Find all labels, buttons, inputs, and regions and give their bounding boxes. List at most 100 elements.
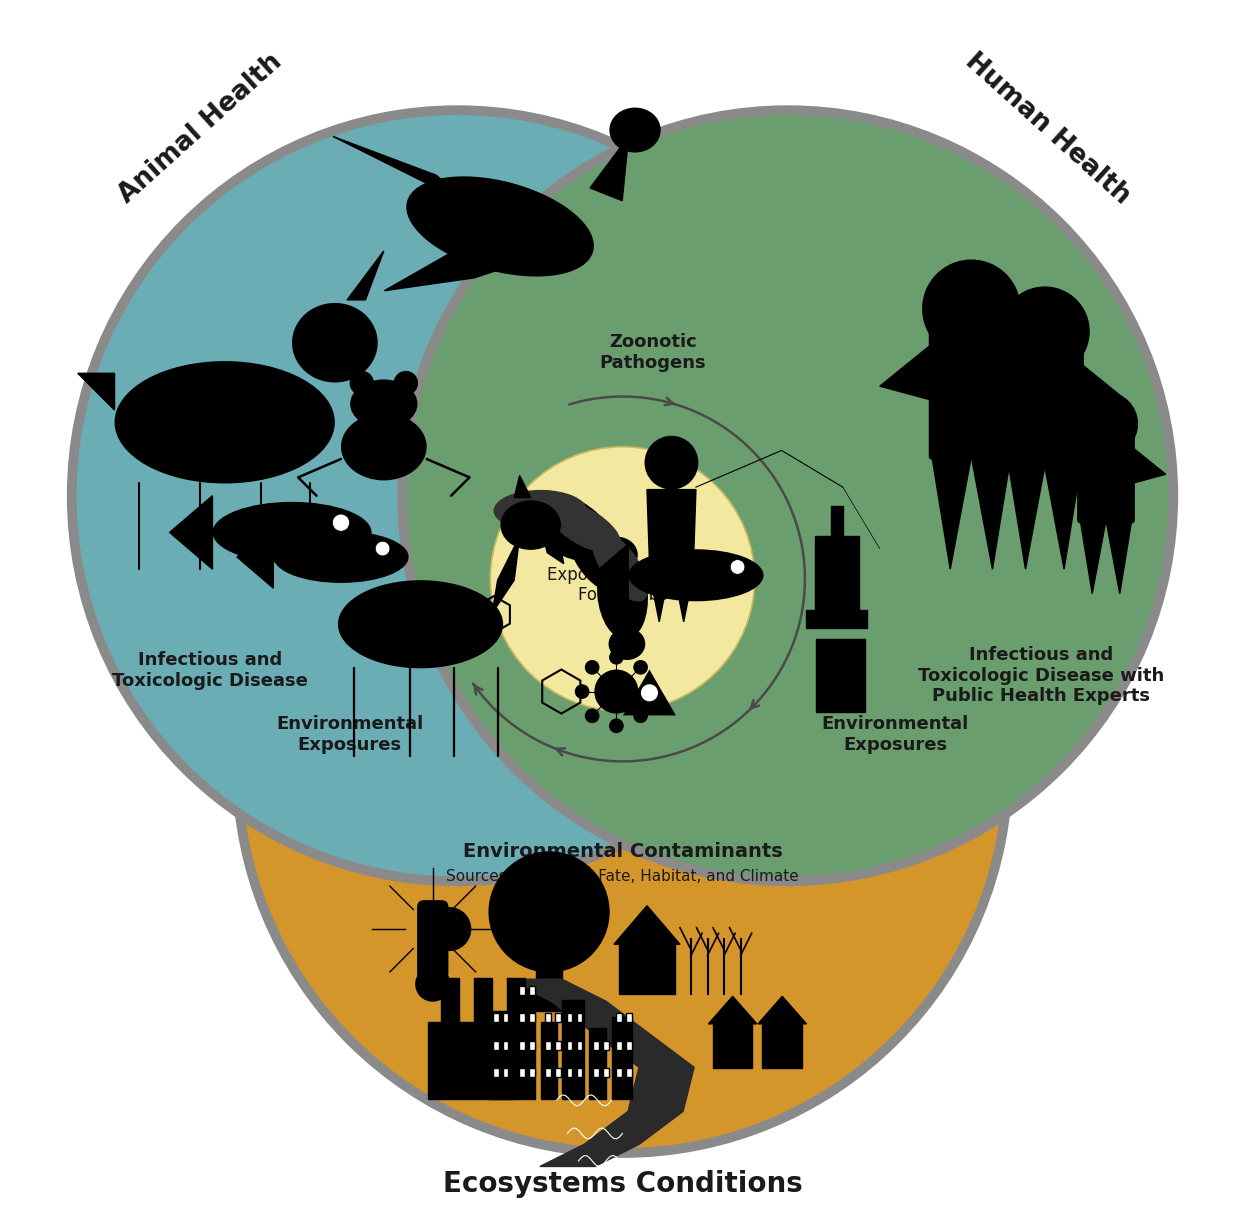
FancyBboxPatch shape <box>545 1013 550 1022</box>
Circle shape <box>72 110 843 881</box>
Polygon shape <box>590 137 629 201</box>
Text: Infectious and
Toxicologic Disease: Infectious and Toxicologic Disease <box>112 651 308 690</box>
Text: Animal Health: Animal Health <box>113 49 288 208</box>
Polygon shape <box>614 906 680 945</box>
Ellipse shape <box>350 379 417 428</box>
Ellipse shape <box>629 550 763 601</box>
FancyBboxPatch shape <box>566 1040 573 1050</box>
FancyBboxPatch shape <box>519 1069 525 1077</box>
Circle shape <box>491 447 754 711</box>
Circle shape <box>923 259 1021 359</box>
FancyBboxPatch shape <box>493 1069 498 1077</box>
Polygon shape <box>1106 520 1132 594</box>
Polygon shape <box>1081 520 1106 594</box>
Text: Human Health: Human Health <box>960 48 1134 209</box>
FancyBboxPatch shape <box>535 945 563 1011</box>
FancyBboxPatch shape <box>806 610 868 628</box>
FancyBboxPatch shape <box>626 1013 631 1022</box>
FancyBboxPatch shape <box>576 1069 583 1077</box>
Ellipse shape <box>566 509 630 592</box>
FancyBboxPatch shape <box>488 1011 513 1099</box>
Circle shape <box>731 559 745 574</box>
FancyBboxPatch shape <box>529 1040 535 1050</box>
Polygon shape <box>347 251 383 300</box>
FancyBboxPatch shape <box>603 1040 609 1050</box>
FancyBboxPatch shape <box>545 1040 550 1050</box>
Text: Environmental
Exposures: Environmental Exposures <box>822 715 969 754</box>
Text: Infectious and
Toxicologic Disease with
Public Health Experts: Infectious and Toxicologic Disease with … <box>918 646 1164 705</box>
Text: Zoonotic
Pathogens: Zoonotic Pathogens <box>600 333 706 372</box>
Polygon shape <box>671 561 696 622</box>
FancyBboxPatch shape <box>613 1016 631 1099</box>
Ellipse shape <box>825 639 835 654</box>
Circle shape <box>350 371 374 395</box>
Circle shape <box>402 110 1173 881</box>
Polygon shape <box>78 373 115 410</box>
FancyBboxPatch shape <box>503 1069 508 1077</box>
Ellipse shape <box>598 548 647 639</box>
FancyBboxPatch shape <box>589 1028 606 1099</box>
FancyBboxPatch shape <box>529 985 535 994</box>
Ellipse shape <box>406 176 594 277</box>
Circle shape <box>1000 286 1089 377</box>
Ellipse shape <box>493 490 588 531</box>
FancyBboxPatch shape <box>713 1023 752 1067</box>
Ellipse shape <box>593 531 649 602</box>
Ellipse shape <box>548 501 621 553</box>
Circle shape <box>609 650 624 665</box>
Polygon shape <box>971 457 1011 569</box>
FancyBboxPatch shape <box>626 1040 631 1050</box>
Polygon shape <box>1046 447 1081 483</box>
Polygon shape <box>385 240 552 291</box>
Circle shape <box>641 684 659 701</box>
Polygon shape <box>758 996 807 1023</box>
Circle shape <box>491 447 754 711</box>
Ellipse shape <box>520 491 615 562</box>
FancyBboxPatch shape <box>493 1013 498 1022</box>
FancyBboxPatch shape <box>418 901 448 979</box>
FancyBboxPatch shape <box>616 1040 622 1050</box>
FancyBboxPatch shape <box>762 1023 802 1067</box>
Circle shape <box>609 718 624 733</box>
FancyBboxPatch shape <box>540 1022 558 1099</box>
Circle shape <box>594 670 639 714</box>
FancyBboxPatch shape <box>930 313 1013 459</box>
Polygon shape <box>961 364 1008 415</box>
FancyBboxPatch shape <box>1078 426 1134 523</box>
Ellipse shape <box>341 414 427 481</box>
FancyBboxPatch shape <box>620 945 675 994</box>
FancyBboxPatch shape <box>594 1069 599 1077</box>
FancyBboxPatch shape <box>815 639 865 712</box>
FancyBboxPatch shape <box>493 1040 498 1050</box>
Polygon shape <box>492 536 519 613</box>
Text: Environmental Contaminants: Environmental Contaminants <box>463 842 782 862</box>
Text: Sources, Transport, Fate, Habitat, and Climate: Sources, Transport, Fate, Habitat, and C… <box>446 869 799 884</box>
FancyBboxPatch shape <box>519 1013 525 1022</box>
FancyBboxPatch shape <box>519 985 525 994</box>
Polygon shape <box>332 137 500 226</box>
FancyBboxPatch shape <box>507 978 525 1022</box>
Polygon shape <box>1081 364 1128 415</box>
Polygon shape <box>1132 447 1165 483</box>
FancyBboxPatch shape <box>555 1013 560 1022</box>
Ellipse shape <box>293 304 377 383</box>
Polygon shape <box>514 476 530 498</box>
Circle shape <box>1074 392 1138 457</box>
Circle shape <box>634 709 647 723</box>
Polygon shape <box>647 490 696 561</box>
Circle shape <box>415 967 451 1001</box>
Circle shape <box>393 371 418 395</box>
Circle shape <box>517 474 728 684</box>
FancyBboxPatch shape <box>529 1069 535 1077</box>
FancyBboxPatch shape <box>616 1069 622 1077</box>
Circle shape <box>596 552 649 606</box>
Circle shape <box>570 526 675 632</box>
Circle shape <box>375 541 390 556</box>
Polygon shape <box>708 996 757 1023</box>
FancyBboxPatch shape <box>626 1069 631 1077</box>
FancyBboxPatch shape <box>545 1069 550 1077</box>
FancyBboxPatch shape <box>428 1022 515 1099</box>
FancyBboxPatch shape <box>814 536 859 622</box>
Circle shape <box>237 382 1008 1153</box>
Polygon shape <box>542 531 564 564</box>
